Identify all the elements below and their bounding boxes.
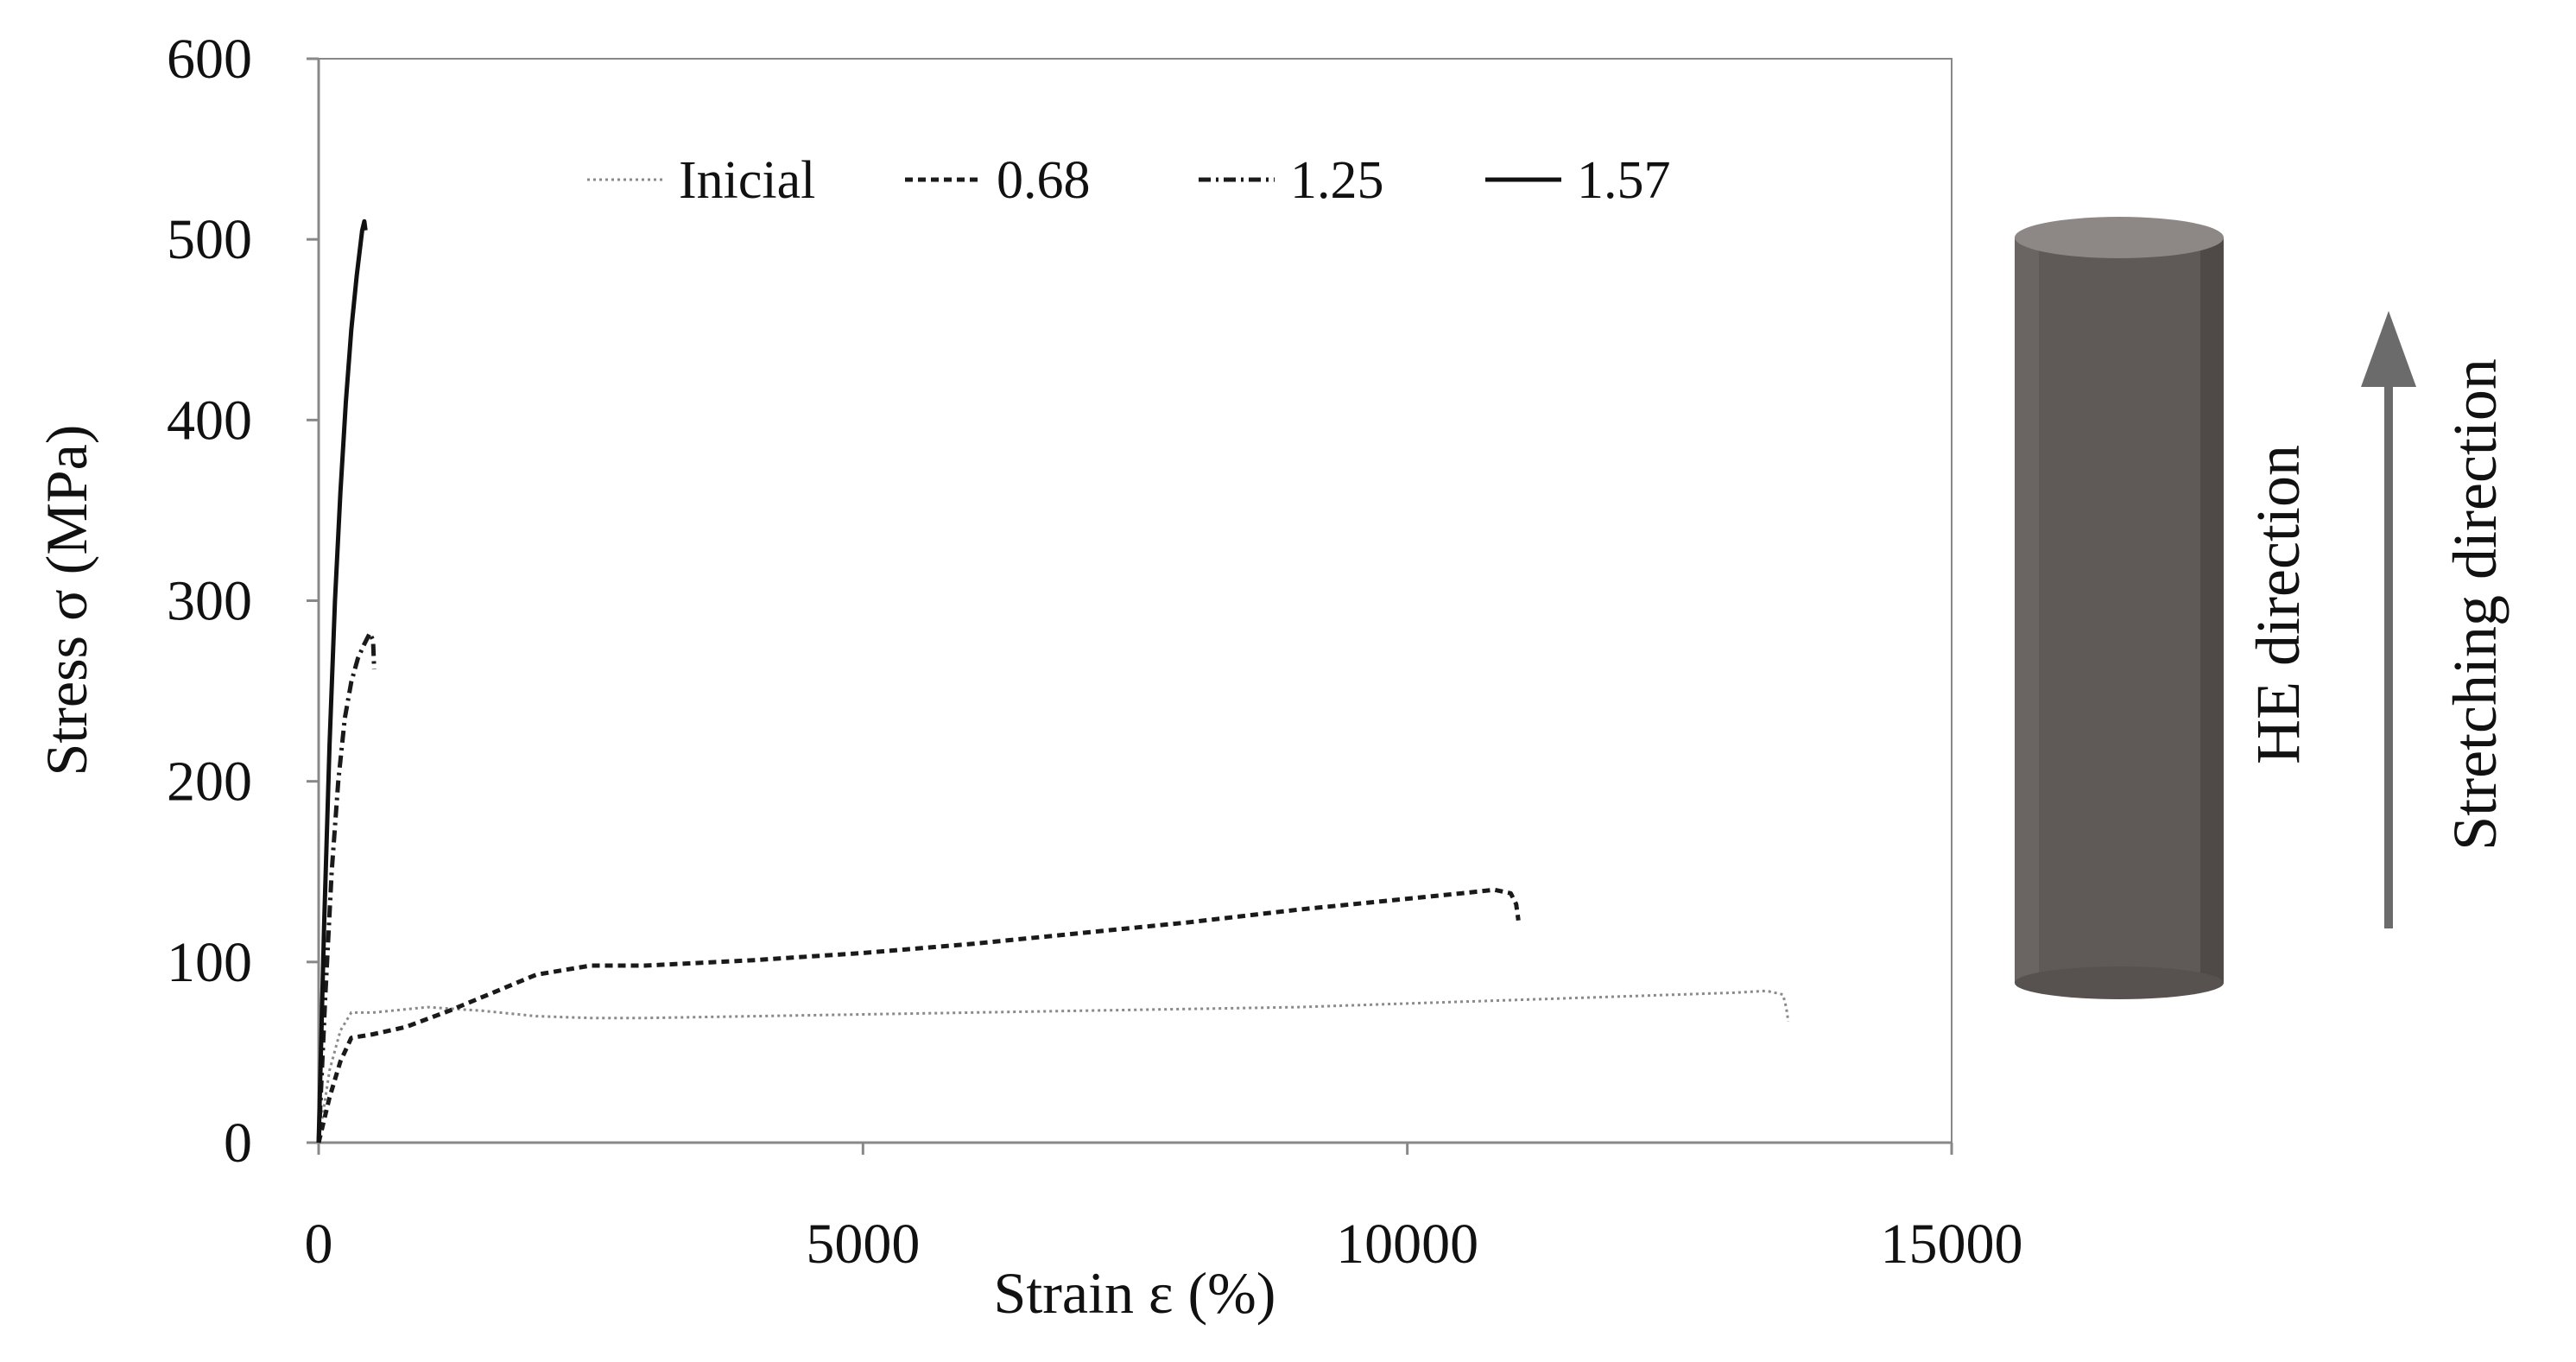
y-tick-label: 400 bbox=[167, 389, 252, 452]
series-line-3 bbox=[316, 630, 377, 1143]
legend-label: 0.68 bbox=[997, 151, 1091, 210]
x-tick-label: 10000 bbox=[1336, 1213, 1478, 1276]
cylinder-highlight-left bbox=[2015, 238, 2039, 983]
x-tick-label: 5000 bbox=[806, 1213, 920, 1276]
x-tick-label: 15000 bbox=[1881, 1213, 2023, 1276]
legend-label: 1.25 bbox=[1290, 151, 1384, 210]
y-tick-label: 100 bbox=[167, 931, 252, 994]
cylinder-top bbox=[2015, 217, 2224, 258]
cylinder-shade-right bbox=[2200, 238, 2224, 983]
legend-label: 1.57 bbox=[1577, 151, 1671, 210]
y-tick-label: 600 bbox=[167, 28, 252, 91]
x-axis-title: Strain ε (%) bbox=[994, 1260, 1276, 1326]
specimen-cylinder bbox=[2015, 217, 2224, 999]
stretching-direction-label: Stretching direction bbox=[2440, 358, 2510, 851]
stretching-arrow-icon bbox=[2361, 311, 2416, 928]
cylinder-body bbox=[2015, 238, 2224, 983]
x-tick-label: 0 bbox=[305, 1213, 333, 1276]
y-tick-label: 200 bbox=[167, 751, 252, 814]
legend-label: Inicial bbox=[679, 151, 815, 210]
y-tick-label: 500 bbox=[167, 208, 252, 271]
cylinder-bottom bbox=[2015, 966, 2224, 999]
plot-area bbox=[318, 58, 1953, 1143]
y-tick-label: 300 bbox=[167, 570, 252, 633]
legend: Inicial 0.68 1.25 1.57 bbox=[587, 151, 1671, 210]
y-tick-group: 0 100 200 300 400 500 600 bbox=[167, 28, 319, 1175]
series-line-1 bbox=[317, 989, 1790, 1143]
y-axis-title: Stress σ (MPa) bbox=[34, 425, 99, 776]
he-direction-label: HE direction bbox=[2244, 445, 2313, 764]
y-tick-label: 0 bbox=[224, 1112, 252, 1175]
series-line-4 bbox=[316, 219, 368, 1143]
series-line-2 bbox=[316, 887, 1521, 1143]
arrow-head bbox=[2361, 311, 2416, 387]
series-layer bbox=[316, 219, 1790, 1143]
x-tick-group: 0 5000 10000 15000 bbox=[305, 1143, 2023, 1276]
